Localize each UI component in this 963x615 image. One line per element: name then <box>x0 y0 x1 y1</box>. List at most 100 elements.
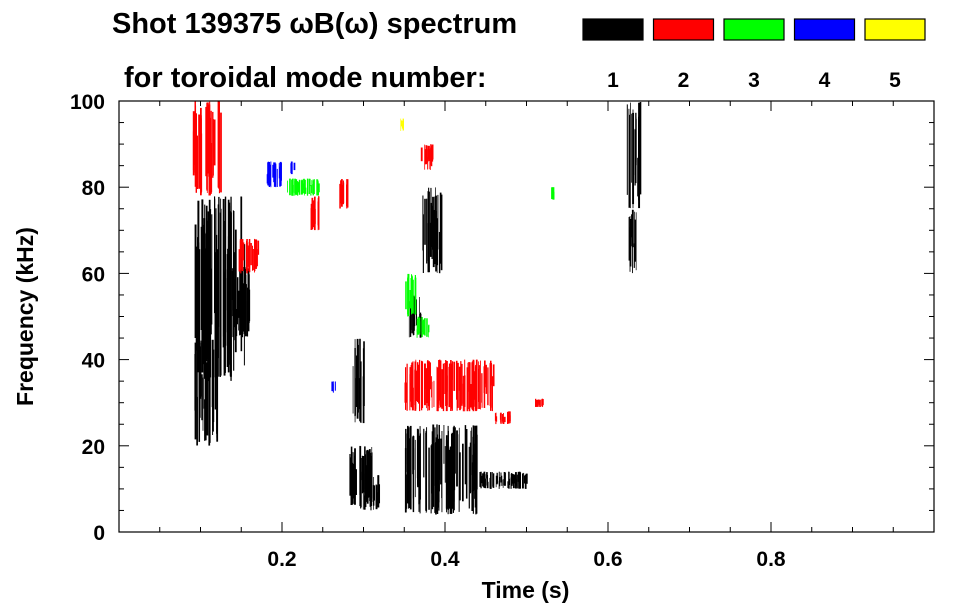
spectral-streak <box>222 230 225 337</box>
spectral-streak <box>212 368 214 431</box>
spectral-streak <box>225 276 226 320</box>
spectral-streak <box>339 183 341 209</box>
spectral-streak <box>317 179 319 196</box>
spectral-streak <box>420 147 423 162</box>
spectral-streak <box>414 439 416 498</box>
spectral-streak <box>535 400 538 407</box>
spectral-streak <box>496 416 498 422</box>
spectral-streak <box>346 184 348 207</box>
spectral-streak <box>498 471 500 485</box>
x-tick-label: 0.4 <box>430 548 460 571</box>
spectral-streak <box>207 358 209 436</box>
spectral-streak <box>518 472 520 489</box>
spectral-streak <box>216 354 218 438</box>
spectral-streak <box>365 450 367 484</box>
spectral-streak <box>538 400 541 406</box>
spectral-region <box>287 178 320 196</box>
spectral-streak <box>204 248 207 344</box>
spectral-region <box>416 316 430 338</box>
spectral-streak <box>438 474 440 511</box>
spectral-streak <box>295 180 297 189</box>
spectral-streak <box>238 304 239 331</box>
spectral-streak <box>440 360 442 408</box>
spectral-streak <box>208 104 211 196</box>
spectral-streak <box>405 367 407 410</box>
spectral-streak <box>416 318 418 333</box>
spectral-streak <box>438 232 441 274</box>
spectral-streak <box>507 412 509 424</box>
spectral-streak <box>519 474 521 486</box>
spectral-streak <box>628 127 631 208</box>
spectral-streak <box>456 430 458 487</box>
spectral-streak <box>239 289 241 324</box>
spectral-streak <box>437 194 439 250</box>
spectral-streak <box>462 443 464 502</box>
spectral-streak <box>492 473 495 488</box>
spectral-streak <box>269 164 271 186</box>
spectral-streak <box>486 481 489 489</box>
chart-title: Shot 139375 ωB(ω) spectrum for toroidal … <box>112 8 517 94</box>
spectral-streak <box>634 219 636 262</box>
spectral-streak <box>242 267 244 338</box>
spectral-streak <box>438 388 440 409</box>
spectral-streak <box>440 438 442 485</box>
spectral-streak <box>553 191 555 200</box>
spectral-streak <box>232 273 234 338</box>
spectral-streak <box>478 365 480 409</box>
spectral-streak <box>459 367 461 411</box>
spectral-streak <box>444 363 446 394</box>
spectral-streak <box>508 471 510 489</box>
spectral-streak <box>342 182 345 204</box>
plot-area: 0.2 0.4 0.6 0.8 0 20 40 60 80 100 <box>70 91 935 571</box>
spectral-streak <box>430 145 433 160</box>
spectral-streak <box>487 367 489 406</box>
spectral-streak <box>214 196 216 314</box>
spectral-streak <box>485 364 487 394</box>
spectral-region <box>400 118 404 131</box>
spectral-streak <box>369 476 371 507</box>
spectral-region <box>352 338 365 424</box>
spectral-streak <box>501 479 503 486</box>
spectral-streak <box>439 192 442 264</box>
spectral-streak <box>523 472 525 489</box>
spectral-streak <box>407 276 409 317</box>
spectral-streak <box>451 364 453 411</box>
spectral-streak <box>480 471 482 489</box>
spectral-streak <box>419 297 420 322</box>
spectral-streak <box>419 426 421 514</box>
y-tick-label: 40 <box>82 350 105 373</box>
legend-swatch-mode-2 <box>652 18 715 41</box>
spectral-streak <box>229 300 231 327</box>
spectral-streak <box>464 425 467 485</box>
spectral-streak <box>480 360 481 410</box>
spectral-streak <box>416 328 418 338</box>
spectral-streak <box>428 191 430 273</box>
spectral-streak <box>215 208 217 379</box>
spectral-streak <box>244 268 247 334</box>
spectral-streak <box>305 187 307 194</box>
spectral-streak <box>218 106 219 189</box>
spectral-streak <box>433 210 435 255</box>
spectral-streak <box>239 239 242 265</box>
spectral-streak <box>523 475 526 484</box>
spectral-streak <box>200 226 203 330</box>
spectral-streak <box>463 375 466 407</box>
spectral-streak <box>410 383 411 402</box>
spectral-streak <box>192 111 195 176</box>
spectral-streak <box>250 243 252 266</box>
spectral-streak <box>205 106 207 177</box>
spectral-streak <box>419 359 421 412</box>
y-tick-label: 80 <box>82 177 105 200</box>
spectral-streak <box>434 427 436 513</box>
spectral-region <box>290 161 296 175</box>
spectral-region <box>238 238 260 274</box>
spectral-streak <box>465 429 468 499</box>
spectral-streak <box>207 105 209 174</box>
spectral-streak <box>462 375 464 412</box>
spectral-streak <box>216 234 218 362</box>
spectral-streak <box>489 477 492 489</box>
spectral-streak <box>268 162 271 187</box>
spectral-streak <box>241 239 244 272</box>
spectral-streak <box>495 475 497 488</box>
spectral-streak <box>252 249 254 271</box>
